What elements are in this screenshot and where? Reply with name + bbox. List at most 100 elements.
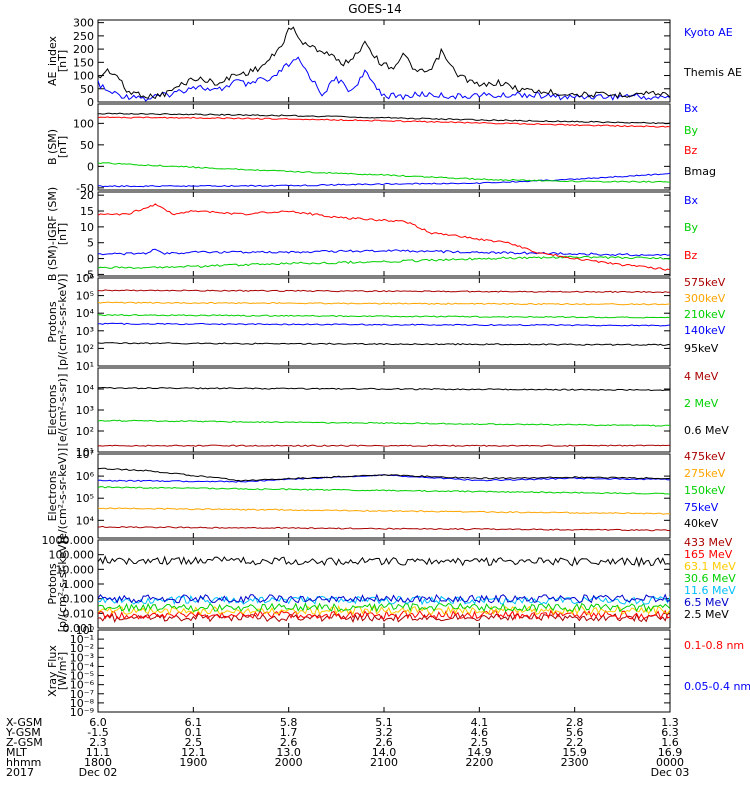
legend-label: 0.6 MeV [684,424,729,437]
legend-label: 0.05-0.4 nm [684,680,750,693]
ephemeris-value: 16.9 [658,746,683,759]
y-tick-label: 10⁴ [76,514,95,527]
ephemeris-value: -1.5 [87,726,108,739]
y-tick-label: 10⁻³ [70,651,94,664]
legend-label: 30.6 MeV [684,572,736,585]
y-tick-label: 10¹ [76,446,94,459]
ephemeris-value: 15.9 [562,746,587,759]
series-line-30-6-mev [98,602,670,613]
y-tick-label: 10⁴ [76,307,95,320]
ephemeris-value: 2.2 [566,736,584,749]
y-tick-label: 10⁷ [76,448,94,461]
y-axis-label: Electrons [46,470,59,521]
series-line-by [98,255,670,270]
ephemeris-value: 6.3 [661,726,679,739]
y-tick-label: 10⁰ [76,624,95,637]
y-tick-label: 10 [80,221,94,234]
panel-frame [97,19,671,103]
ephemeris-value: 1.3 [661,716,679,729]
series-line-40kev [98,467,670,482]
series-line-6-5-mev [98,593,670,604]
ephemeris-value: 2.6 [375,736,393,749]
y-tick-label: 10⁻⁶ [70,679,95,692]
y-tick-label: 200 [73,43,94,56]
y-axis-label: [nT] [56,223,69,245]
y-tick-label: 0 [87,160,94,173]
panel-b: -50 0 50 100 B (SM)[nT] Bx By Bz Bmag [46,102,716,195]
series-group [98,112,670,188]
ephemeris-value: 2.3 [89,736,107,749]
ephemeris-value: 2.5 [185,736,203,749]
y-tick-label: 10⁻⁷ [70,688,94,701]
legend-label: 150keV [684,484,726,497]
ephemeris-row-label: MLT [6,746,27,759]
ephemeris-value: 5.1 [375,716,393,729]
series-line-themis-ae [98,26,670,100]
panel-frame [97,367,671,453]
y-axis-label: B (SM)-IGRF (SM) [46,187,59,281]
series-group [98,289,670,346]
legend-label: 475keV [684,450,726,463]
y-tick-label: 10³ [76,404,94,417]
legend-label: 575keV [684,276,726,289]
ephemeris-value: 2.5 [471,736,489,749]
y-tick-label: 10⁻⁴ [70,660,95,673]
y-tick-label: 10⁶ [76,470,95,483]
series-group [98,386,670,447]
legend-label: 165 MeV [684,548,733,561]
legend-label: 63.1 MeV [684,560,736,573]
ephemeris-value: 14.9 [467,746,492,759]
y-tick-label: 10⁻¹ [70,633,94,646]
series-line-bmag [98,112,670,125]
panel-frame [97,191,671,277]
y-tick-label: 1.000 [63,578,95,591]
plot-title: GOES-14 [348,2,402,16]
ephemeris-value: 0000 [656,756,684,769]
y-tick-label: 10⁵ [76,290,94,303]
series-line-bz [98,116,670,128]
y-tick-label: 10.000 [56,563,95,576]
legend-label: 40keV [684,517,719,530]
y-tick-label: 10² [76,342,94,355]
y-tick-label: 10⁻⁸ [70,697,95,710]
ephemeris-value: 12.1 [181,746,206,759]
y-tick-label: 10¹ [76,360,94,373]
legend-label: 2 MeV [684,397,719,410]
ephemeris-row-label: Y-GSM [5,726,41,739]
ephemeris-value: 14.0 [372,746,397,759]
ephemeris-value: 4.6 [471,726,489,739]
legend-label: 275keV [684,467,726,480]
series-line-0-6-mev [98,386,670,392]
y-tick-label: 50 [80,139,94,152]
y-tick-label: 10⁻⁵ [70,670,94,683]
ephemeris-value: 2.8 [566,716,584,729]
y-tick-label: 10⁵ [76,492,94,505]
legend-label: 140keV [684,324,726,337]
ephemeris-value: 2200 [465,756,493,769]
panel-frame [97,453,671,539]
y-tick-label: 10² [76,425,94,438]
series-line-2-mev [98,419,670,427]
ephemeris-value: 2300 [561,756,589,769]
y-axis-label: Protons [46,563,59,604]
y-tick-label: 100.000 [49,549,95,562]
ephemeris-row-label: 2017 [6,766,34,779]
y-axis-label: AE_index [46,35,59,86]
legend-label: Themis AE [683,66,742,79]
series-line-kyoto-ae [98,56,670,102]
ephemeris-value: 0.1 [185,726,203,739]
y-tick-label: 10⁶ [76,272,95,285]
y-tick-label: 5 [87,237,94,250]
y-axis-label: Protons [46,301,59,342]
ephemeris-value: Dec 03 [651,766,690,779]
panel-frame [97,103,671,191]
y-tick-label: 100 [73,70,94,83]
y-tick-label: 0 [87,96,94,109]
legend-label: 75keV [684,501,719,514]
series-line-95kev [98,342,670,346]
panel-frame [97,629,671,713]
series-line-11-6-mev [98,594,670,606]
y-axis-label: Electrons [46,384,59,435]
